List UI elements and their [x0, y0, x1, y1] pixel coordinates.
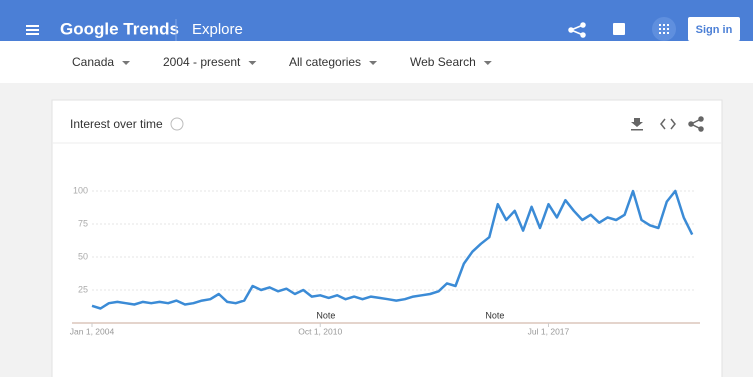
menu-icon[interactable]	[26, 25, 39, 35]
annotation[interactable]: Note	[485, 310, 504, 320]
feedback-icon[interactable]	[613, 23, 625, 35]
dropdown-arrow	[248, 61, 257, 65]
download-icon[interactable]	[631, 118, 643, 131]
filter-label[interactable]: Web Search	[410, 55, 476, 69]
filter-label[interactable]: 2004 - present	[163, 55, 241, 69]
top-bar	[0, 0, 753, 41]
y-tick-label: 75	[78, 218, 88, 228]
card-title: Interest over time	[70, 117, 163, 131]
embed-icon[interactable]	[660, 118, 676, 130]
help-icon[interactable]	[170, 117, 184, 131]
apps-dots	[659, 24, 669, 34]
sign-in-label[interactable]: Sign in	[696, 24, 733, 36]
share-icon[interactable]	[568, 22, 586, 38]
filter-label[interactable]: Canada	[72, 55, 114, 69]
y-tick-label: 50	[78, 251, 88, 261]
section: Explore	[192, 21, 243, 38]
x-tick-label: Jul 1, 2017	[528, 326, 570, 336]
dropdown-arrow	[483, 61, 492, 65]
dropdown-arrow	[122, 61, 131, 65]
x-tick-label: Jan 1, 2004	[70, 326, 115, 336]
dropdown-arrow	[369, 61, 378, 65]
brand[interactable]: Google Trends	[60, 19, 179, 38]
card-share-icon[interactable]	[688, 116, 704, 132]
sign-in-button[interactable]	[688, 17, 740, 41]
annotation[interactable]: Note	[316, 310, 335, 320]
y-tick-label: 100	[73, 185, 88, 195]
card	[51, 99, 723, 377]
filter-label[interactable]: All categories	[289, 55, 361, 69]
y-tick-label: 25	[78, 284, 88, 294]
trend-line	[91, 189, 694, 310]
x-tick-label: Oct 1, 2010	[298, 326, 342, 336]
